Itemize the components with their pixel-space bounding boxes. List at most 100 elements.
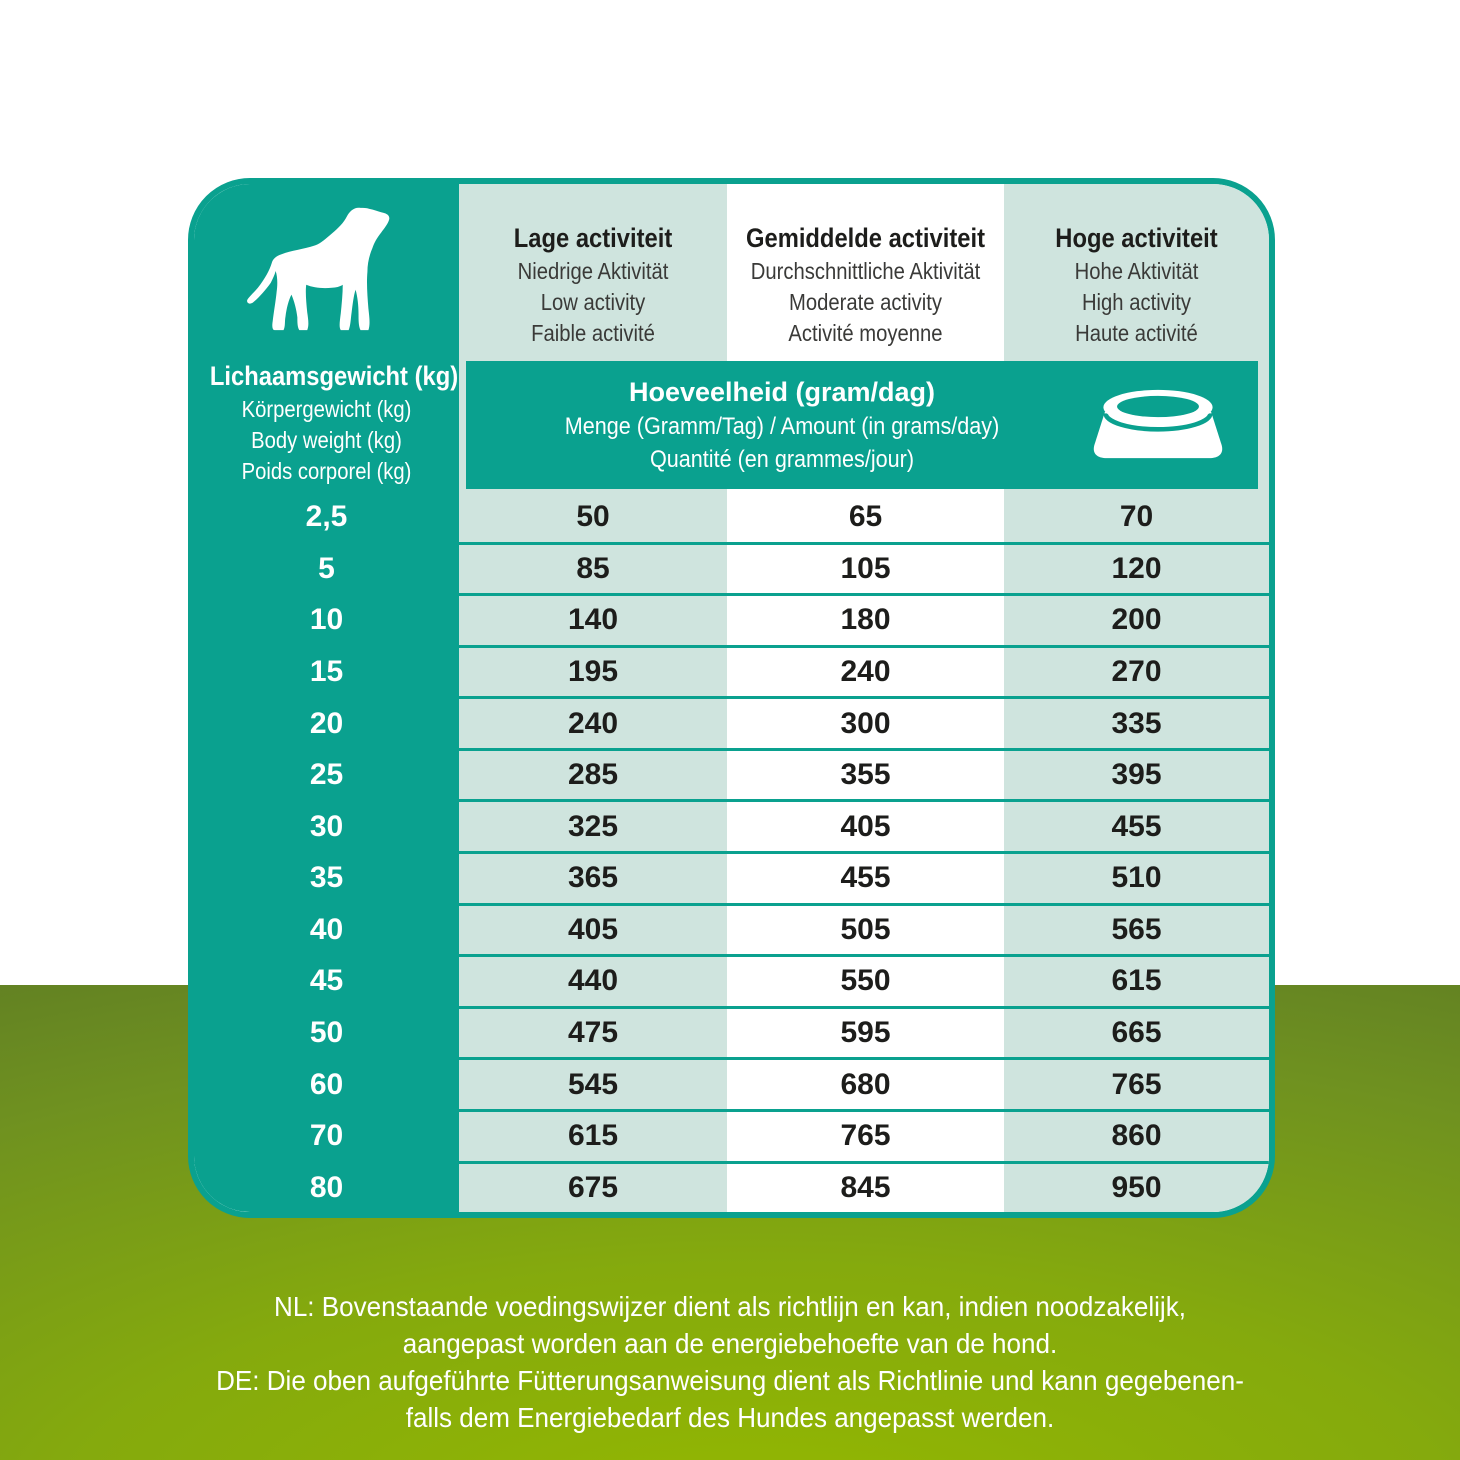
column-title: Lage activiteit [513, 223, 673, 253]
moderate-activity-cell: 355 [840, 758, 891, 792]
weight-cell: 5 [318, 551, 335, 585]
low-activity-cell: 545 [567, 1067, 619, 1101]
table-row: 15 195 240 270 [194, 644, 1269, 697]
high-activity-cell: 120 [1111, 551, 1162, 585]
column-sub-fr: Activité moyenne [788, 320, 943, 346]
weight-cell: 10 [309, 603, 344, 637]
moderate-activity-cell: 300 [840, 706, 891, 740]
high-activity-cell: 335 [1111, 706, 1162, 740]
amount-band-text: Hoeveelheid (gram/dag) Menge (Gramm/Tag)… [466, 374, 1058, 476]
high-activity-cell: 395 [1111, 758, 1162, 792]
weight-cell: 60 [309, 1067, 344, 1101]
table-row: 20 240 300 335 [194, 696, 1269, 748]
high-activity-cell: 200 [1111, 603, 1162, 637]
moderate-activity-cell: 105 [840, 551, 891, 585]
column-title: Hoge activiteit [1055, 223, 1218, 253]
table-row: 30 325 405 455 [194, 799, 1269, 851]
high-activity-cell: 455 [1111, 809, 1162, 843]
amount-band-title: Hoeveelheid (gram/dag) [628, 377, 936, 407]
weight-cell: 20 [309, 706, 344, 740]
low-activity-cell: 240 [567, 706, 619, 740]
table-row: 80 675 845 950 [194, 1160, 1269, 1212]
high-activity-cell: 615 [1111, 964, 1162, 998]
moderate-activity-cell: 550 [840, 964, 891, 998]
high-activity-header: Hoge activiteit Hohe Aktivität High acti… [1004, 220, 1269, 349]
low-activity-cell: 615 [567, 1119, 619, 1153]
moderate-activity-cell: 65 [848, 500, 883, 534]
amount-band: Hoeveelheid (gram/dag) Menge (Gramm/Tag)… [466, 361, 1258, 489]
high-activity-cell: 665 [1111, 1016, 1162, 1050]
column-sub-fr: Faible activité [531, 320, 655, 346]
low-activity-cell: 365 [567, 861, 619, 895]
weight-header: Lichaamsgewicht (kg) Körpergewicht (kg) … [194, 358, 459, 487]
column-sub-de: Durchschnittliche Aktivität [750, 258, 981, 284]
feeding-guide-card: Lichaamsgewicht (kg) Körpergewicht (kg) … [188, 178, 1275, 1218]
weight-cell: 35 [309, 861, 344, 895]
moderate-activity-cell: 765 [840, 1119, 891, 1153]
low-activity-cell: 140 [567, 603, 619, 637]
low-activity-cell: 440 [567, 964, 619, 998]
weight-cell: 70 [309, 1119, 344, 1153]
moderate-activity-cell: 845 [840, 1170, 891, 1204]
low-activity-cell: 85 [576, 551, 610, 585]
low-activity-header: Lage activiteit Niedrige Aktivität Low a… [459, 220, 727, 349]
weight-cell: 80 [309, 1170, 344, 1204]
weight-cell: 2,5 [305, 500, 348, 534]
moderate-activity-cell: 595 [840, 1016, 891, 1050]
note-line-nl-1: NL: Bovenstaande voedingswijzer dient al… [274, 1291, 1186, 1322]
amount-band-sub-fr: Quantité (en grammes/jour) [649, 446, 915, 473]
column-sub-en: Moderate activity [788, 289, 942, 315]
weight-cell: 40 [309, 912, 344, 946]
feeding-notes: NL: Bovenstaande voedingswijzer dient al… [0, 1288, 1460, 1436]
table-row: 35 365 455 510 [194, 851, 1269, 903]
column-sub-en: Low activity [540, 289, 646, 315]
food-bowl-icon [1058, 380, 1258, 471]
weight-header-sub-de: Körpergewicht (kg) [241, 396, 412, 422]
note-line-de-1: DE: Die oben aufgeführte Fütterungsanwei… [216, 1365, 1244, 1396]
high-activity-cell: 70 [1119, 500, 1154, 534]
table-row: 5 85 105 120 [194, 541, 1269, 594]
moderate-activity-cell: 505 [840, 912, 891, 946]
moderate-activity-cell: 405 [840, 809, 891, 843]
low-activity-cell: 195 [567, 655, 619, 689]
dog-silhouette-icon [247, 207, 390, 331]
table-row: 25 285 355 395 [194, 747, 1269, 800]
moderate-activity-header: Gemiddelde activiteit Durchschnittliche … [727, 220, 1004, 349]
table-row: 2,5 50 65 70 [194, 493, 1269, 542]
amount-band-sub-de-en: Menge (Gramm/Tag) / Amount (in grams/day… [564, 413, 1000, 440]
moderate-activity-cell: 680 [840, 1067, 891, 1101]
weight-header-sub-fr: Poids corporel (kg) [241, 458, 412, 484]
high-activity-cell: 270 [1111, 655, 1162, 689]
low-activity-cell: 50 [576, 500, 610, 534]
high-activity-cell: 565 [1111, 912, 1162, 946]
column-title: Gemiddelde activiteit [745, 223, 986, 253]
column-sub-en: High activity [1081, 289, 1192, 315]
table-row: 50 475 595 665 [194, 1005, 1269, 1058]
low-activity-cell: 475 [567, 1016, 619, 1050]
column-sub-de: Hohe Aktivität [1074, 258, 1199, 284]
low-activity-cell: 285 [567, 758, 619, 792]
feeding-table: 2,5 50 65 70 5 85 105 120 10 140 180 200 [194, 493, 1269, 1212]
high-activity-cell: 765 [1111, 1067, 1162, 1101]
note-line-nl-2: aangepast worden aan de energiebehoefte … [402, 1328, 1058, 1359]
table-row: 40 405 505 565 [194, 902, 1269, 955]
weight-cell: 45 [309, 964, 344, 998]
low-activity-cell: 405 [567, 912, 619, 946]
note-line-de-2: falls dem Energiebedarf des Hundes angep… [405, 1402, 1055, 1433]
weight-cell: 15 [309, 655, 344, 689]
high-activity-cell: 860 [1111, 1119, 1162, 1153]
moderate-activity-cell: 180 [840, 603, 891, 637]
table-row: 60 545 680 765 [194, 1057, 1269, 1109]
weight-header-sub-en: Body weight (kg) [251, 427, 402, 453]
card-inner: Lichaamsgewicht (kg) Körpergewicht (kg) … [194, 184, 1269, 1212]
column-sub-de: Niedrige Aktivität [517, 258, 669, 284]
column-sub-fr: Haute activité [1075, 320, 1198, 346]
table-row: 45 440 550 615 [194, 954, 1269, 1006]
low-activity-cell: 675 [567, 1170, 619, 1204]
table-row: 10 140 180 200 [194, 593, 1269, 645]
weight-cell: 25 [309, 758, 344, 792]
high-activity-cell: 510 [1111, 861, 1162, 895]
moderate-activity-cell: 455 [840, 861, 891, 895]
weight-header-title: Lichaamsgewicht (kg) [209, 361, 459, 391]
